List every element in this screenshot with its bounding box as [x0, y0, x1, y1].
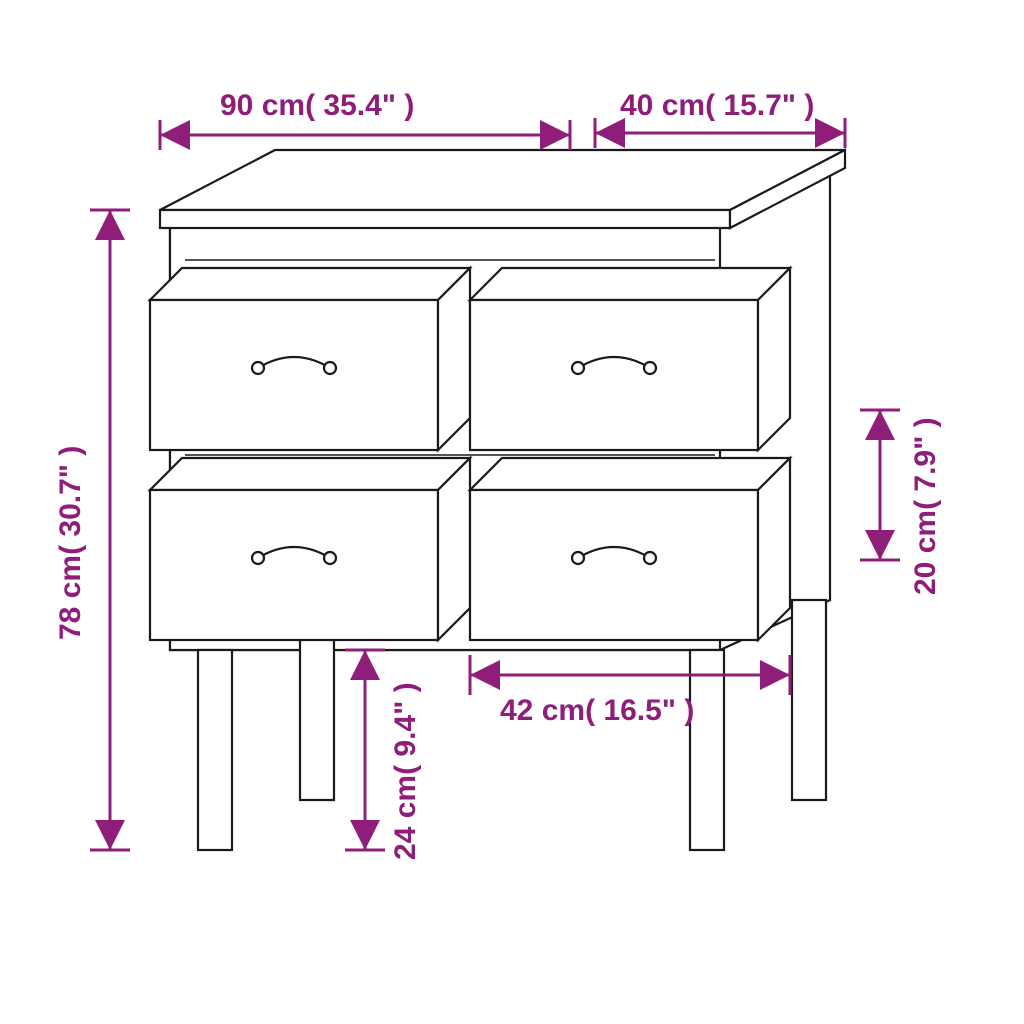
diagram-canvas: 90 cm( 35.4" ) 40 cm( 15.7" ) 78 cm( 30.… [0, 0, 1024, 1024]
dim-height: 78 cm( 30.7" ) [54, 210, 130, 850]
dim-drawer-width-label: 42 cm( 16.5" ) [500, 694, 694, 727]
dim-drawer-width: 42 cm( 16.5" ) [470, 655, 790, 727]
drawer-bottom-left [150, 458, 470, 640]
drawer-top-right [470, 268, 790, 450]
dim-width: 90 cm( 35.4" ) [160, 89, 570, 150]
dim-depth: 40 cm( 15.7" ) [595, 89, 845, 148]
drawer-bottom-right [470, 458, 790, 640]
dim-width-label: 90 cm( 35.4" ) [220, 89, 414, 122]
dim-leg-height: 24 cm( 9.4" ) [345, 650, 422, 860]
drawer-top-left [150, 268, 470, 450]
dim-leg-height-label: 24 cm( 9.4" ) [389, 682, 422, 860]
dim-height-label: 78 cm( 30.7" ) [54, 446, 87, 640]
dim-depth-label: 40 cm( 15.7" ) [620, 89, 814, 122]
dim-drawer-height: 20 cm( 7.9" ) [860, 410, 942, 595]
furniture-drawing [150, 150, 845, 850]
dim-drawer-height-label: 20 cm( 7.9" ) [909, 417, 942, 595]
